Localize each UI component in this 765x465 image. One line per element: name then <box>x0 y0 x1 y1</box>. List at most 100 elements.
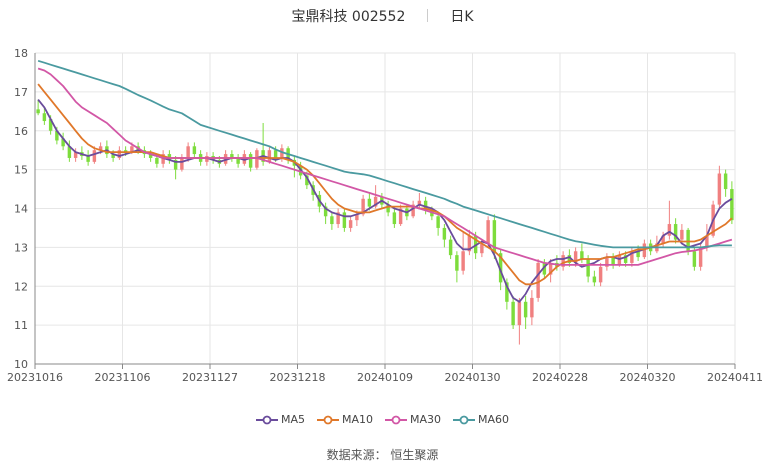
legend-label: MA5 <box>280 413 305 426</box>
candle-body <box>486 220 490 244</box>
series-line-ma60 <box>37 59 732 249</box>
candle-body <box>323 206 328 217</box>
candle-body <box>611 257 615 265</box>
legend-item-ma10[interactable]: MA10 <box>316 413 373 426</box>
candle-body <box>148 154 153 158</box>
x-tick-label: 20240411 <box>707 371 763 384</box>
y-tick-label: 15 <box>14 164 28 177</box>
candle-down <box>36 99 40 116</box>
candle-body <box>717 173 722 205</box>
candle-body <box>67 146 72 158</box>
legend-label: MA30 <box>410 413 442 426</box>
series-line-ma30 <box>37 67 733 266</box>
candle-down <box>292 156 297 178</box>
candle-body <box>680 229 684 240</box>
candle-body <box>205 156 209 162</box>
chart-header: 宝鼎科技 002552 日K <box>0 6 765 26</box>
candle-body <box>348 220 353 228</box>
candle-body <box>461 251 465 271</box>
candle-body <box>480 243 484 254</box>
candle-body <box>667 224 672 236</box>
header-separator <box>427 9 429 22</box>
candle-body <box>186 146 190 158</box>
candle-down <box>342 208 347 232</box>
candle-down <box>105 140 109 158</box>
candle-down <box>448 235 453 260</box>
candle-body <box>730 189 734 221</box>
grid-layer <box>34 52 736 365</box>
source-value: 恒生聚源 <box>390 448 439 462</box>
candle-body <box>192 146 197 155</box>
x-tick-label: 20240109 <box>357 371 413 384</box>
candle-down <box>436 212 440 236</box>
candle-body <box>330 216 334 225</box>
candle-body <box>673 224 678 240</box>
candle-up <box>605 253 609 271</box>
candle-down <box>423 196 428 215</box>
candle-body <box>173 159 178 170</box>
candle-body <box>661 235 665 244</box>
candle-body <box>392 212 397 225</box>
candle-down <box>523 295 528 330</box>
candle-down <box>323 202 328 225</box>
candle-body <box>267 150 272 162</box>
candle-body <box>411 204 415 217</box>
candle-body <box>167 154 172 160</box>
candle-down <box>167 150 172 164</box>
candle-body <box>530 297 534 318</box>
legend-item-ma30[interactable]: MA30 <box>385 413 441 426</box>
candle-body <box>567 255 572 263</box>
candle-up <box>561 251 565 271</box>
candle-body <box>492 220 497 254</box>
x-tick-label: 20231127 <box>182 371 238 384</box>
candle-up <box>530 290 534 326</box>
candle-body <box>42 113 47 122</box>
candle-down <box>673 218 678 244</box>
candle-up <box>517 297 522 345</box>
period-label[interactable]: 日K <box>450 9 474 25</box>
candle-body <box>417 200 422 205</box>
candle-body <box>223 154 228 164</box>
candle-up <box>717 165 722 209</box>
candle-body <box>123 150 128 153</box>
candle-down <box>723 169 728 197</box>
candle-body <box>361 198 365 215</box>
candle-up <box>73 148 78 162</box>
candle-up <box>398 204 403 226</box>
candle-body <box>536 262 540 298</box>
candle-body <box>305 175 309 186</box>
axis-layer: 10 11 12 13 14 15 16 17 18 20231016 20231106 202311… <box>7 47 763 384</box>
candle-body <box>436 216 440 228</box>
x-tick-label: 20231106 <box>95 371 151 384</box>
series-line-ma10 <box>37 83 733 286</box>
candle-body <box>561 255 565 267</box>
y-tick-label: 14 <box>14 203 28 216</box>
candle-body <box>255 150 259 168</box>
candle-up <box>461 231 465 275</box>
candle-body <box>430 210 434 217</box>
ma-line-layer <box>37 59 733 303</box>
candle-body <box>155 157 159 164</box>
candle-down <box>511 295 515 330</box>
candle-body <box>617 255 622 265</box>
candle-down <box>173 156 178 180</box>
candle-body <box>55 130 59 141</box>
legend-item-ma60[interactable]: MA60 <box>453 413 509 426</box>
candle-down <box>42 107 47 125</box>
candle-body <box>280 148 284 158</box>
candle-down <box>730 181 734 225</box>
x-tick-label: 20231218 <box>270 371 326 384</box>
candle-down <box>305 171 309 190</box>
candle-up <box>417 192 422 209</box>
candle-body <box>117 150 122 158</box>
y-tick-label: 12 <box>14 280 28 293</box>
candle-body <box>523 301 528 318</box>
candle-up <box>598 262 603 287</box>
source-label: 数据来源： <box>326 448 387 462</box>
stock-name: 宝鼎科技 <box>291 9 348 25</box>
legend: MA5 MA10 MA30 MA60 <box>0 413 765 426</box>
x-tick-label: 20240320 <box>620 371 676 384</box>
candle-up <box>667 200 672 240</box>
legend-item-ma5[interactable]: MA5 <box>255 413 305 426</box>
candle-body <box>398 208 403 225</box>
